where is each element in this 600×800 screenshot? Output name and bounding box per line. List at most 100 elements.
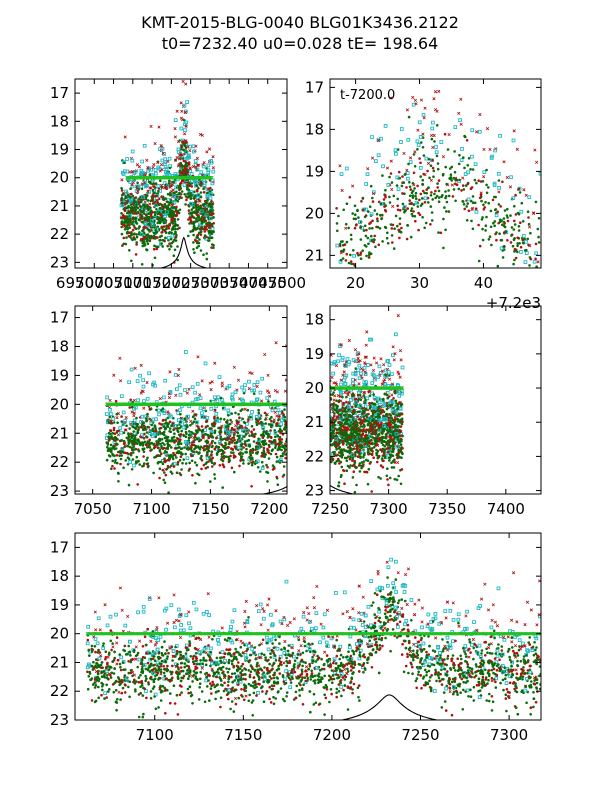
- data-point: [172, 453, 175, 457]
- data-point: [267, 400, 270, 403]
- data-point: [112, 444, 115, 448]
- data-point: [127, 483, 131, 487]
- data-point: [198, 238, 201, 241]
- data-point: [262, 446, 266, 450]
- data-point: [154, 427, 157, 431]
- data-point: [210, 465, 214, 468]
- data-point: [409, 188, 413, 191]
- data-point: [163, 217, 166, 221]
- data-point: [115, 412, 119, 416]
- data-point: [213, 431, 217, 435]
- data-point: [176, 245, 179, 248]
- data-point: [207, 147, 212, 151]
- data-point: [382, 202, 386, 205]
- data-point: [351, 405, 354, 409]
- data-point: [179, 161, 183, 165]
- data-point: [152, 231, 156, 235]
- data-point: [332, 391, 336, 394]
- data-point: [203, 217, 206, 221]
- data-point: [246, 419, 250, 423]
- data-point: [158, 448, 162, 452]
- data-point: [190, 430, 193, 434]
- data-point: [134, 217, 138, 221]
- data-point: [535, 274, 538, 277]
- data-point: [188, 169, 193, 173]
- data-point: [402, 181, 406, 184]
- data-point: [127, 452, 130, 456]
- data-point: [376, 138, 381, 143]
- data-point: [283, 419, 287, 422]
- data-point: [337, 214, 340, 218]
- data-point: [337, 459, 341, 462]
- data-point: [440, 195, 443, 198]
- data-point: [139, 200, 143, 204]
- data-point: [368, 222, 371, 225]
- data-point: [485, 127, 490, 131]
- data-point: [187, 155, 191, 160]
- data-point: [364, 182, 368, 186]
- data-point: [533, 271, 536, 274]
- data-point: [418, 198, 421, 202]
- data-point: [426, 161, 431, 165]
- data-point: [525, 274, 528, 277]
- data-point: [353, 226, 357, 230]
- data-point: [396, 197, 400, 201]
- data-point: [155, 245, 158, 248]
- data-point: [274, 452, 278, 456]
- data-point: [167, 224, 170, 227]
- data-point: [160, 242, 163, 246]
- data-point: [412, 183, 416, 187]
- data-point: [381, 213, 384, 217]
- data-point: [147, 222, 150, 226]
- data-point: [384, 210, 388, 213]
- data-point: [119, 462, 122, 466]
- data-point: [182, 170, 185, 173]
- data-point: [131, 194, 135, 198]
- data-point: [238, 439, 243, 443]
- data-point: [167, 226, 171, 230]
- data-point: [132, 430, 135, 433]
- data-point: [534, 242, 538, 246]
- data-point: [485, 183, 488, 187]
- data-point: [252, 440, 256, 443]
- data-point: [162, 395, 166, 400]
- data-point: [145, 203, 149, 207]
- data-point: [513, 223, 517, 226]
- data-point: [337, 353, 341, 358]
- data-point: [127, 432, 130, 435]
- data-point: [119, 457, 123, 461]
- data-point: [192, 241, 195, 244]
- data-point: [374, 245, 377, 249]
- data-point: [236, 378, 241, 382]
- data-point: [384, 204, 388, 207]
- data-point: [487, 186, 490, 189]
- data-point: [150, 423, 153, 427]
- data-point: [454, 199, 457, 203]
- data-point: [193, 211, 197, 215]
- data-point: [131, 458, 135, 461]
- data-point: [136, 206, 140, 210]
- data-point: [141, 384, 146, 389]
- data-point: [484, 224, 488, 227]
- data-point: [502, 245, 506, 248]
- data-point: [173, 158, 178, 162]
- data-point: [128, 231, 131, 234]
- data-point: [160, 445, 163, 449]
- data-point: [192, 149, 196, 154]
- data-point: [242, 459, 245, 462]
- data-point: [278, 427, 282, 431]
- data-point: [196, 163, 200, 167]
- data-point: [173, 432, 176, 436]
- data-point: [178, 458, 182, 462]
- data-point: [257, 408, 260, 412]
- data-point: [178, 195, 182, 199]
- data-point: [405, 171, 410, 175]
- data-point: [365, 172, 370, 177]
- data-point: [140, 233, 143, 236]
- data-point: [155, 430, 158, 433]
- data-point: [396, 187, 401, 192]
- data-point: [492, 181, 497, 186]
- data-point: [209, 209, 212, 212]
- data-point: [170, 219, 174, 222]
- x-tick-label: 7200: [152, 274, 190, 292]
